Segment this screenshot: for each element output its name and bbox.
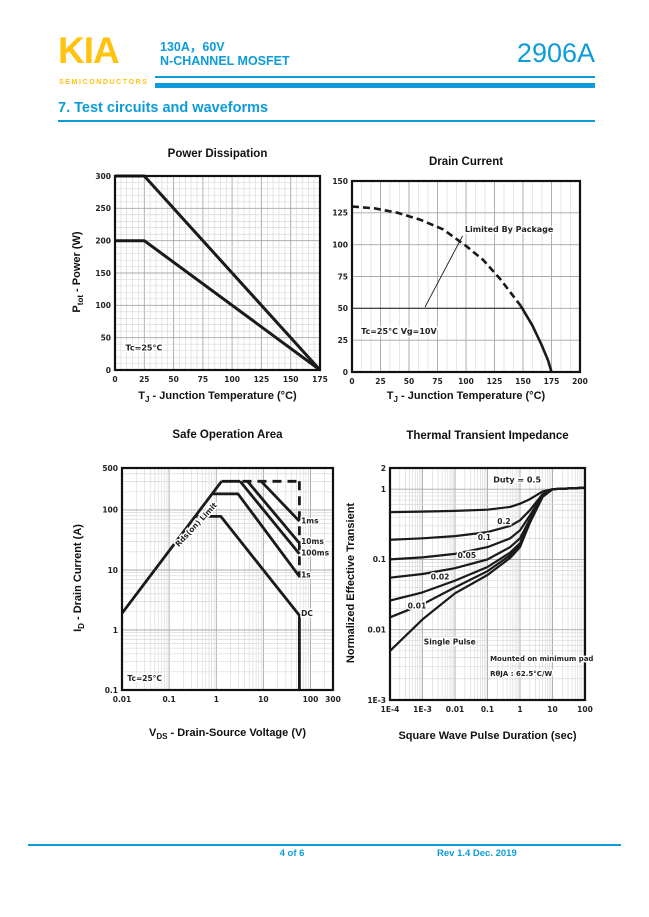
svg-text:1: 1 — [517, 705, 522, 714]
soa-ylabel: ID - Drain Current (A) — [71, 524, 87, 632]
svg-text:25: 25 — [139, 375, 149, 384]
svg-text:0.1: 0.1 — [162, 695, 175, 704]
svg-text:100: 100 — [102, 506, 118, 515]
svg-text:10: 10 — [258, 695, 268, 704]
svg-text:Single Pulse: Single Pulse — [424, 637, 476, 646]
part-number: 2906A — [516, 38, 595, 68]
soa-title: Safe Operation Area — [172, 429, 283, 441]
svg-text:10ms: 10ms — [301, 537, 324, 546]
svg-text:75: 75 — [432, 377, 442, 386]
svg-text:1E-4: 1E-4 — [381, 705, 400, 714]
drain-current-xlabel: TJ - Junction Temperature (°C) — [386, 390, 546, 405]
svg-text:2: 2 — [381, 464, 386, 473]
svg-text:0.1: 0.1 — [481, 705, 494, 714]
power-dissipation-ylabel: Ptot - Power (W) — [70, 231, 86, 313]
svg-text:Tc=25°C: Tc=25°C — [127, 674, 162, 683]
svg-text:0.01: 0.01 — [367, 626, 386, 635]
thermal-title: Thermal Transient Impedance — [406, 430, 569, 442]
svg-text:0.1: 0.1 — [105, 686, 118, 695]
svg-text:50: 50 — [338, 304, 348, 313]
svg-text:100: 100 — [458, 377, 474, 386]
svg-text:200: 200 — [95, 237, 111, 246]
svg-text:125: 125 — [487, 377, 503, 386]
header-rule-thin — [155, 76, 595, 78]
drain-current-plot: 0 25 50 75 100 125 150 175 200 0 25 50 75 100 125 150 Li… — [332, 177, 588, 386]
svg-text:1s: 1s — [301, 571, 311, 580]
svg-text:0: 0 — [349, 377, 354, 386]
svg-text:Tc=25°C Vg=10V: Tc=25°C Vg=10V — [361, 327, 437, 336]
svg-text:100: 100 — [577, 705, 593, 714]
svg-text:125: 125 — [254, 375, 270, 384]
svg-text:25: 25 — [338, 336, 348, 345]
svg-text:0.05: 0.05 — [458, 551, 477, 560]
drain-current-title: Drain Current — [428, 156, 504, 168]
svg-text:250: 250 — [95, 204, 111, 213]
svg-text:50: 50 — [168, 375, 178, 384]
svg-text:75: 75 — [338, 272, 348, 281]
svg-text:100: 100 — [332, 241, 348, 250]
svg-text:150: 150 — [332, 177, 348, 186]
svg-text:150: 150 — [283, 375, 299, 384]
svg-text:0.1: 0.1 — [373, 555, 386, 564]
thermal-xlabel: Square Wave Pulse Duration (sec) — [398, 730, 577, 742]
svg-text:RθJA : 62.5°C/W: RθJA : 62.5°C/W — [490, 670, 552, 678]
device-type: N-CHANNEL MOSFET — [160, 54, 290, 68]
svg-text:125: 125 — [332, 209, 348, 218]
svg-text:Mounted on minimum pad: Mounted on minimum pad — [490, 655, 593, 663]
svg-text:25: 25 — [375, 377, 385, 386]
power-dissipation-title: Power Dissipation — [167, 148, 268, 160]
svg-text:75: 75 — [198, 375, 208, 384]
svg-text:0.01: 0.01 — [113, 695, 132, 704]
svg-text:1ms: 1ms — [301, 516, 319, 525]
svg-text:100ms: 100ms — [301, 548, 329, 557]
revision-text: Rev 1.4 Dec. 2019 — [437, 848, 517, 859]
svg-text:1: 1 — [214, 695, 219, 704]
page-indicator: 4 of 6 — [279, 848, 305, 859]
svg-text:0.2: 0.2 — [497, 517, 510, 526]
svg-text:175: 175 — [544, 377, 560, 386]
svg-text:0.1: 0.1 — [478, 533, 491, 542]
power-dissipation-plot: 0 25 50 75 100 125 150 175 0 50 100 150 200 250 300 Tc=… — [95, 172, 328, 384]
svg-text:1: 1 — [113, 626, 118, 635]
svg-text:1E-3: 1E-3 — [367, 696, 386, 705]
device-rating: 130A，60V — [160, 40, 225, 54]
thermal-ylabel: Normalized Effective Transient — [344, 502, 357, 664]
kia-logo-subtext: SEMICONDUCTORS — [59, 79, 149, 86]
svg-text:0.02: 0.02 — [431, 572, 450, 581]
svg-text:175: 175 — [312, 375, 328, 384]
section-title: 7. Test circuits and waveforms — [58, 100, 595, 122]
svg-text:100: 100 — [224, 375, 240, 384]
svg-text:100: 100 — [303, 695, 319, 704]
svg-text:50: 50 — [101, 334, 111, 343]
svg-text:DC: DC — [301, 609, 313, 618]
svg-text:1E-3: 1E-3 — [413, 705, 432, 714]
svg-text:1: 1 — [381, 485, 386, 494]
soa-xlabel: VDS - Drain-Source Voltage (V) — [148, 727, 306, 742]
svg-text:100: 100 — [95, 301, 111, 310]
kia-logo: KIA — [58, 30, 120, 71]
svg-text:50: 50 — [404, 377, 414, 386]
svg-text:150: 150 — [95, 269, 111, 278]
power-dissipation-xlabel: TJ - Junction Temperature (°C) — [138, 390, 297, 405]
footer-rule — [28, 844, 621, 846]
svg-text:0.01: 0.01 — [408, 602, 427, 611]
svg-text:150: 150 — [515, 377, 531, 386]
svg-text:0.01: 0.01 — [446, 705, 465, 714]
svg-text:10: 10 — [108, 566, 118, 575]
svg-text:0: 0 — [343, 368, 348, 377]
svg-text:Limited By Package: Limited By Package — [465, 225, 554, 234]
header-rule-thick — [155, 83, 595, 88]
svg-text:0: 0 — [106, 366, 111, 375]
svg-text:500: 500 — [102, 464, 118, 473]
svg-text:300: 300 — [325, 695, 341, 704]
svg-text:10: 10 — [547, 705, 557, 714]
svg-text:Tc=25°C: Tc=25°C — [126, 344, 163, 353]
svg-text:200: 200 — [572, 377, 588, 386]
svg-text:300: 300 — [95, 172, 111, 181]
svg-text:Duty = 0.5: Duty = 0.5 — [493, 475, 541, 484]
svg-text:0: 0 — [112, 375, 117, 384]
